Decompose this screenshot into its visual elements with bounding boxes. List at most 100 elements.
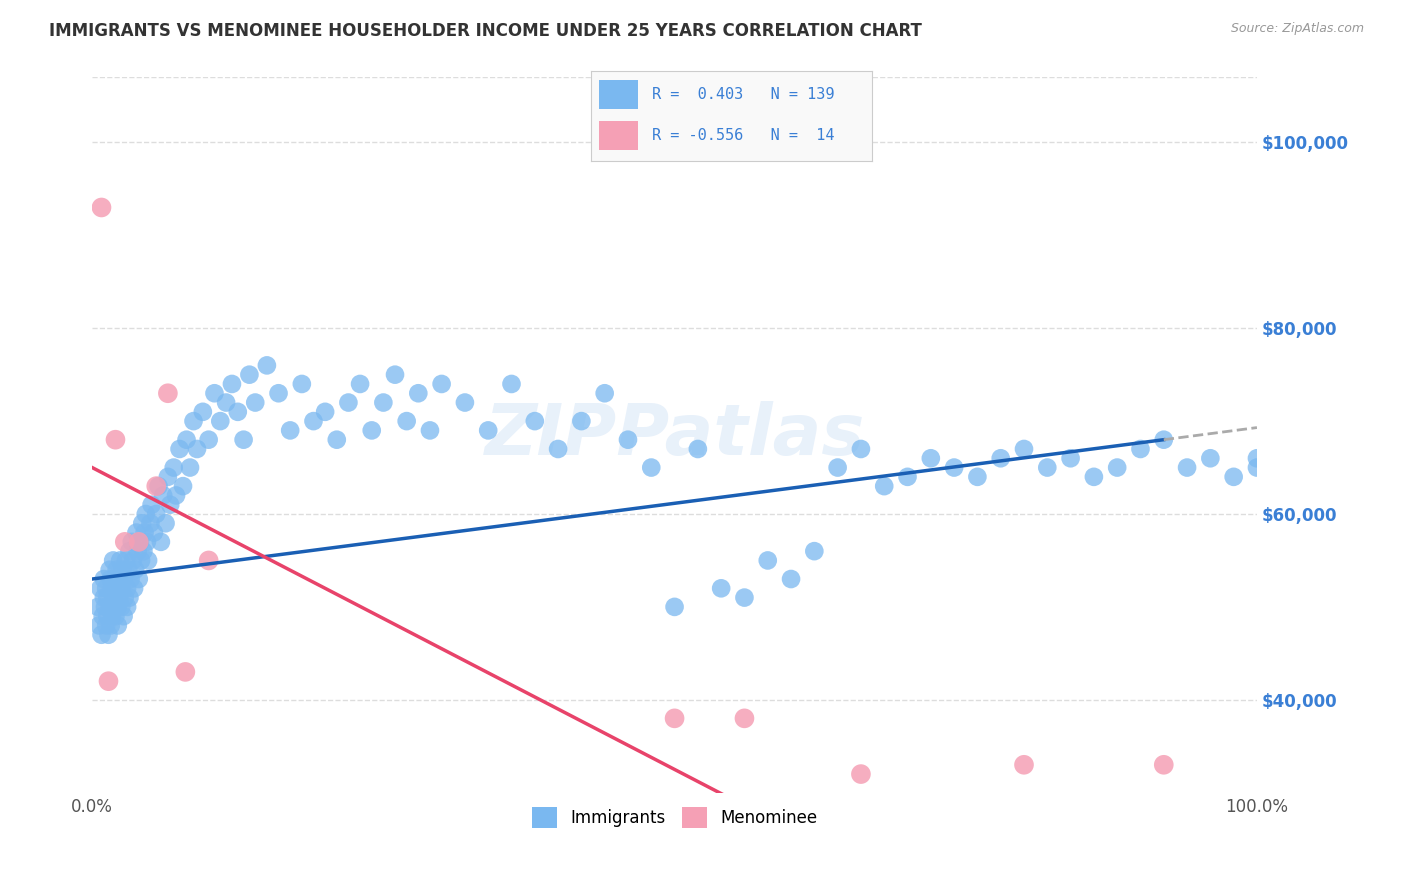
Point (101, 582, 124, 596)
Point (134, 525, 156, 540)
Point (169, 442, 191, 456)
Point (1059, 451, 1081, 466)
Point (454, 395, 477, 409)
Point (640, 460, 662, 475)
Point (360, 424, 382, 438)
Point (419, 424, 441, 438)
Point (501, 376, 523, 391)
Point (98, 563, 121, 577)
Point (803, 544, 825, 558)
Text: IMMIGRANTS VS MENOMINEE HOUSEHOLDER INCOME UNDER 25 YEARS CORRELATION CHART: IMMIGRANTS VS MENOMINEE HOUSEHOLDER INCO… (49, 22, 922, 40)
Point (114, 534, 136, 549)
Point (209, 414, 232, 428)
Point (204, 386, 226, 401)
Point (349, 376, 371, 391)
Point (267, 386, 290, 401)
Point (101, 591, 124, 605)
Point (152, 488, 174, 502)
Point (112, 609, 135, 624)
Point (101, 553, 124, 567)
Point (120, 572, 142, 586)
Point (89, 582, 111, 596)
Point (90, 628, 112, 642)
Point (430, 376, 453, 391)
Text: ZIPPatlas: ZIPPatlas (485, 401, 865, 469)
Point (117, 563, 139, 577)
Point (105, 563, 128, 577)
Point (121, 534, 143, 549)
Point (145, 507, 167, 521)
Point (104, 609, 127, 624)
Point (1036, 460, 1059, 475)
Point (127, 544, 149, 558)
Point (226, 405, 249, 419)
Point (232, 433, 254, 447)
Point (664, 599, 686, 614)
Point (118, 591, 141, 605)
Point (1107, 460, 1129, 475)
Point (129, 553, 152, 567)
Point (128, 534, 150, 549)
Point (183, 414, 205, 428)
Point (966, 470, 988, 484)
Point (148, 479, 170, 493)
Point (156, 470, 179, 484)
Point (125, 525, 148, 540)
Text: Source: ZipAtlas.com: Source: ZipAtlas.com (1230, 22, 1364, 36)
Point (115, 582, 138, 596)
Point (395, 414, 418, 428)
Point (943, 460, 966, 475)
Point (110, 582, 132, 596)
Point (129, 534, 152, 549)
Point (314, 405, 336, 419)
Point (197, 553, 219, 567)
Point (98, 599, 121, 614)
Point (197, 433, 219, 447)
Point (756, 553, 779, 567)
Point (163, 460, 186, 475)
Point (96, 591, 118, 605)
Point (710, 582, 733, 596)
Text: R =  0.403   N = 139: R = 0.403 N = 139 (652, 87, 835, 102)
Point (103, 599, 125, 614)
Point (100, 572, 122, 586)
Point (408, 386, 430, 401)
Point (326, 433, 349, 447)
Point (1175, 460, 1198, 475)
Point (142, 525, 165, 540)
Point (827, 460, 849, 475)
Point (105, 582, 128, 596)
Point (122, 582, 145, 596)
Point (108, 553, 131, 567)
Point (91, 609, 114, 624)
Point (780, 572, 803, 586)
Point (186, 442, 208, 456)
Point (1222, 470, 1244, 484)
Point (141, 498, 163, 512)
Point (89, 618, 111, 632)
Point (523, 414, 546, 428)
Point (571, 414, 593, 428)
Point (94, 599, 117, 614)
Point (93, 572, 115, 586)
Point (373, 395, 395, 409)
Point (896, 470, 918, 484)
Point (1153, 433, 1175, 447)
Point (115, 553, 138, 567)
Text: R = -0.556   N =  14: R = -0.556 N = 14 (652, 128, 835, 143)
Point (101, 609, 124, 624)
Point (149, 534, 172, 549)
Point (104, 572, 127, 586)
Point (100, 618, 122, 632)
Point (256, 359, 278, 373)
Point (96, 609, 118, 624)
Point (165, 488, 187, 502)
Point (1083, 470, 1105, 484)
Point (215, 395, 238, 409)
Point (124, 563, 146, 577)
Point (90, 201, 112, 215)
Point (159, 498, 181, 512)
Point (990, 451, 1012, 466)
Point (122, 553, 145, 567)
Point (1129, 442, 1152, 456)
